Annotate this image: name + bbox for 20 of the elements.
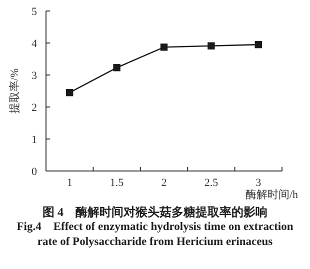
point <box>254 41 262 48</box>
x-tick-label: 2 <box>161 177 167 189</box>
y-tick-label: 1 <box>32 134 37 146</box>
x-tick-label: 2.5 <box>204 177 219 189</box>
point <box>113 64 120 72</box>
y-tick-label: 0 <box>32 166 38 178</box>
text: Fig.4 Effect of enzymatic hydrolysis time on extraction rate of Polysaccharide from Hericium erinaceus <box>16 220 294 250</box>
y-tick-label: 5 <box>32 6 38 18</box>
x-tick-label: 1 <box>66 177 72 189</box>
y-tick-label: 4 <box>32 38 38 50</box>
x-tick-label: 1.5 <box>110 177 124 189</box>
y-axis-title: 提取率/% <box>8 68 21 114</box>
x-axis-title: 酶解时间/h <box>245 188 298 201</box>
text: 图 4 酶解时间对猴头菇多糖提取率的影响 <box>42 205 268 220</box>
x-tick-label: 3 <box>256 177 262 189</box>
point <box>160 44 168 51</box>
point <box>208 42 215 50</box>
y-tick-label: 3 <box>32 70 38 82</box>
point <box>66 89 74 96</box>
y-tick-label: 2 <box>32 102 37 114</box>
